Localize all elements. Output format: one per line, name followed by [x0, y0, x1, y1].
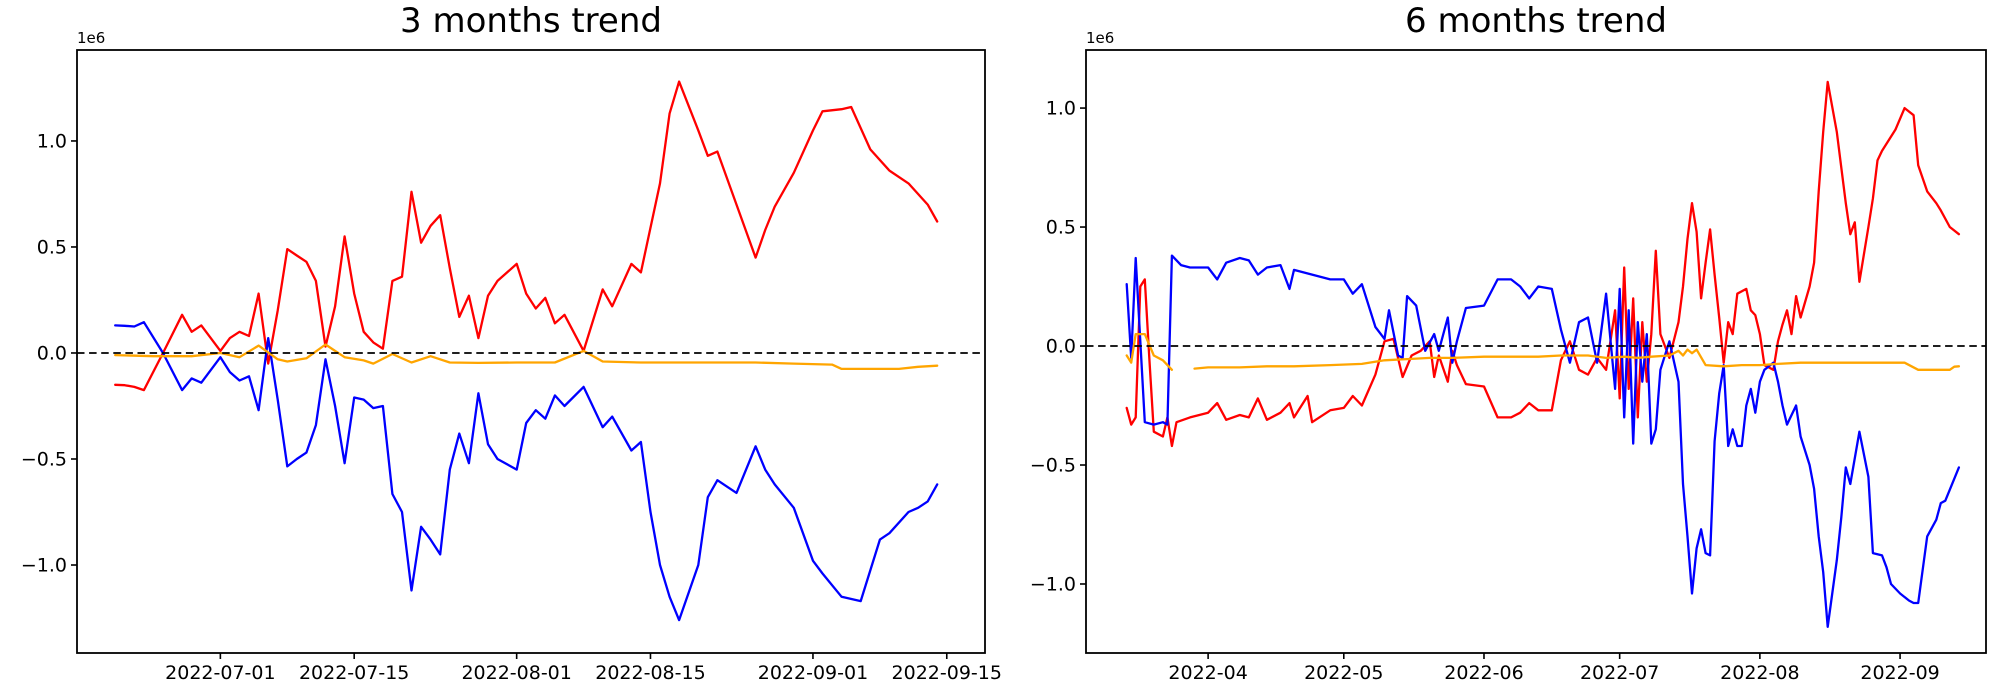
- y-axis-offset-label: 1e6: [1086, 29, 1114, 47]
- axes-spines: [1085, 49, 1987, 654]
- y-tick-label: 0.0: [1046, 336, 1076, 358]
- x-tick-label: 2022-06: [1444, 662, 1523, 684]
- series-blue-line: [114, 321, 939, 622]
- y-tick-label: 0.0: [37, 342, 67, 364]
- series-blue-line: [1125, 254, 1961, 628]
- y-tick-label: 0.5: [1046, 217, 1076, 239]
- series-red-line: [114, 80, 939, 392]
- x-tick-label: 2022-07: [1580, 662, 1659, 684]
- x-tick-label: 2022-08: [1720, 662, 1799, 684]
- x-tick-label: 2022-08-15: [595, 662, 705, 684]
- x-tick-label: 2022-07-15: [299, 662, 409, 684]
- y-tick-label: 1.0: [1046, 98, 1076, 120]
- x-tick-label: 2022-08-01: [461, 662, 571, 684]
- series-orange-line: [1125, 332, 1961, 371]
- y-tick-label: −1.0: [1030, 573, 1076, 595]
- x-tick-label: 2022-07-01: [165, 662, 275, 684]
- x-tick-label: 2022-09-15: [892, 662, 1002, 684]
- axes-0: 1e6 2022-07-01 2022-07-15 2022-08-01 2022-08…: [21, 29, 1002, 684]
- left-chart-title: 3 months trend: [400, 1, 662, 41]
- y-tick-label: 1.0: [37, 130, 67, 152]
- y-tick-label: −0.5: [1030, 455, 1076, 477]
- y-tick-label: −1.0: [21, 555, 67, 577]
- y-tick-label: 0.5: [37, 236, 67, 258]
- y-tick-label: −0.5: [21, 448, 67, 470]
- series-orange-line: [114, 343, 939, 371]
- axes-spines: [76, 49, 986, 654]
- x-tick-label: 2022-05: [1304, 662, 1383, 684]
- x-tick-label: 2022-09: [1860, 662, 1939, 684]
- x-tick-label: 2022-09-01: [758, 662, 868, 684]
- right-chart-title: 6 months trend: [1405, 1, 1667, 41]
- axes-1: 1e6 2022-04 2022-05 2022-06 2022-07 2022-08 20…: [1030, 29, 1987, 684]
- y-axis-offset-label: 1e6: [77, 29, 105, 47]
- x-tick-label: 2022-04: [1168, 662, 1247, 684]
